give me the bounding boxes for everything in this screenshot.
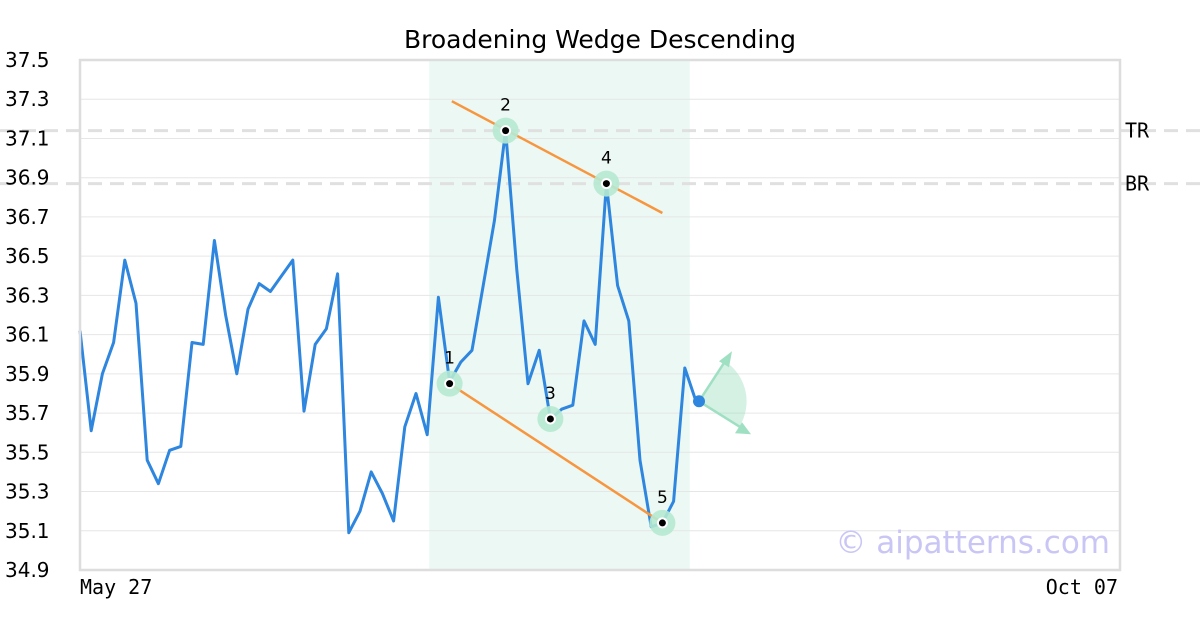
y-tick-label: 35.1 xyxy=(5,519,50,543)
pattern-point-dot xyxy=(446,380,454,388)
pattern-point-dot xyxy=(658,519,666,527)
reference-line-label: TR xyxy=(1125,119,1150,143)
pattern-point-dot xyxy=(502,127,510,135)
pattern-point-label: 1 xyxy=(444,349,455,369)
chart-title: Broadening Wedge Descending xyxy=(404,25,796,54)
y-tick-label: 35.5 xyxy=(5,440,50,464)
refline-layer: TR BR xyxy=(0,119,1200,196)
axis-layer: 37.5 37.3 37.1 36.9 36.7 36.5 36.3 36.1 35.9 35.7… xyxy=(5,48,1122,599)
projection-fan xyxy=(699,361,747,428)
x-tick-label: May 27 xyxy=(80,575,152,599)
y-tick-label: 35.7 xyxy=(5,401,50,425)
y-tick-label: 36.5 xyxy=(5,244,50,268)
y-tick-label: 35.3 xyxy=(5,480,50,504)
price-series-line xyxy=(78,129,698,535)
trendline xyxy=(448,382,664,524)
projection-arrowhead-down xyxy=(735,422,751,435)
y-tick-label: 34.9 xyxy=(5,558,50,582)
reference-line-label: BR xyxy=(1125,172,1150,196)
watermark: © aipatterns.com xyxy=(835,525,1110,561)
pattern-zone xyxy=(429,60,690,570)
trendline xyxy=(451,100,663,215)
pattern-point-label: 5 xyxy=(657,488,668,508)
plot-frame xyxy=(78,58,1122,572)
last-price-point xyxy=(693,395,705,408)
y-tick-label: 36.9 xyxy=(5,166,50,190)
y-tick-label: 35.9 xyxy=(5,362,50,386)
y-tick-label: 37.5 xyxy=(5,48,50,72)
pattern-point-label: 3 xyxy=(545,384,556,404)
projection-layer xyxy=(693,351,751,435)
y-tick-label: 37.3 xyxy=(5,87,50,111)
pattern-point-dot xyxy=(546,415,554,423)
trendline-layer xyxy=(448,100,664,524)
pattern-point-dot xyxy=(602,180,610,188)
y-tick-label: 37.1 xyxy=(5,126,50,150)
projection-arrowhead-up xyxy=(719,351,732,368)
y-tick-label: 36.3 xyxy=(5,283,50,307)
zone-layer xyxy=(429,60,690,570)
x-tick-label: Oct 07 xyxy=(1046,575,1118,599)
y-tick-label: 36.7 xyxy=(5,205,50,229)
y-tick-label: 36.1 xyxy=(5,323,50,347)
pattern-point-label: 4 xyxy=(601,149,612,169)
series-layer xyxy=(78,129,698,535)
pattern-point-label: 2 xyxy=(500,96,511,116)
projection-arrow-down xyxy=(698,400,748,433)
marker-layer: 1 2 3 4 5 xyxy=(436,96,676,536)
